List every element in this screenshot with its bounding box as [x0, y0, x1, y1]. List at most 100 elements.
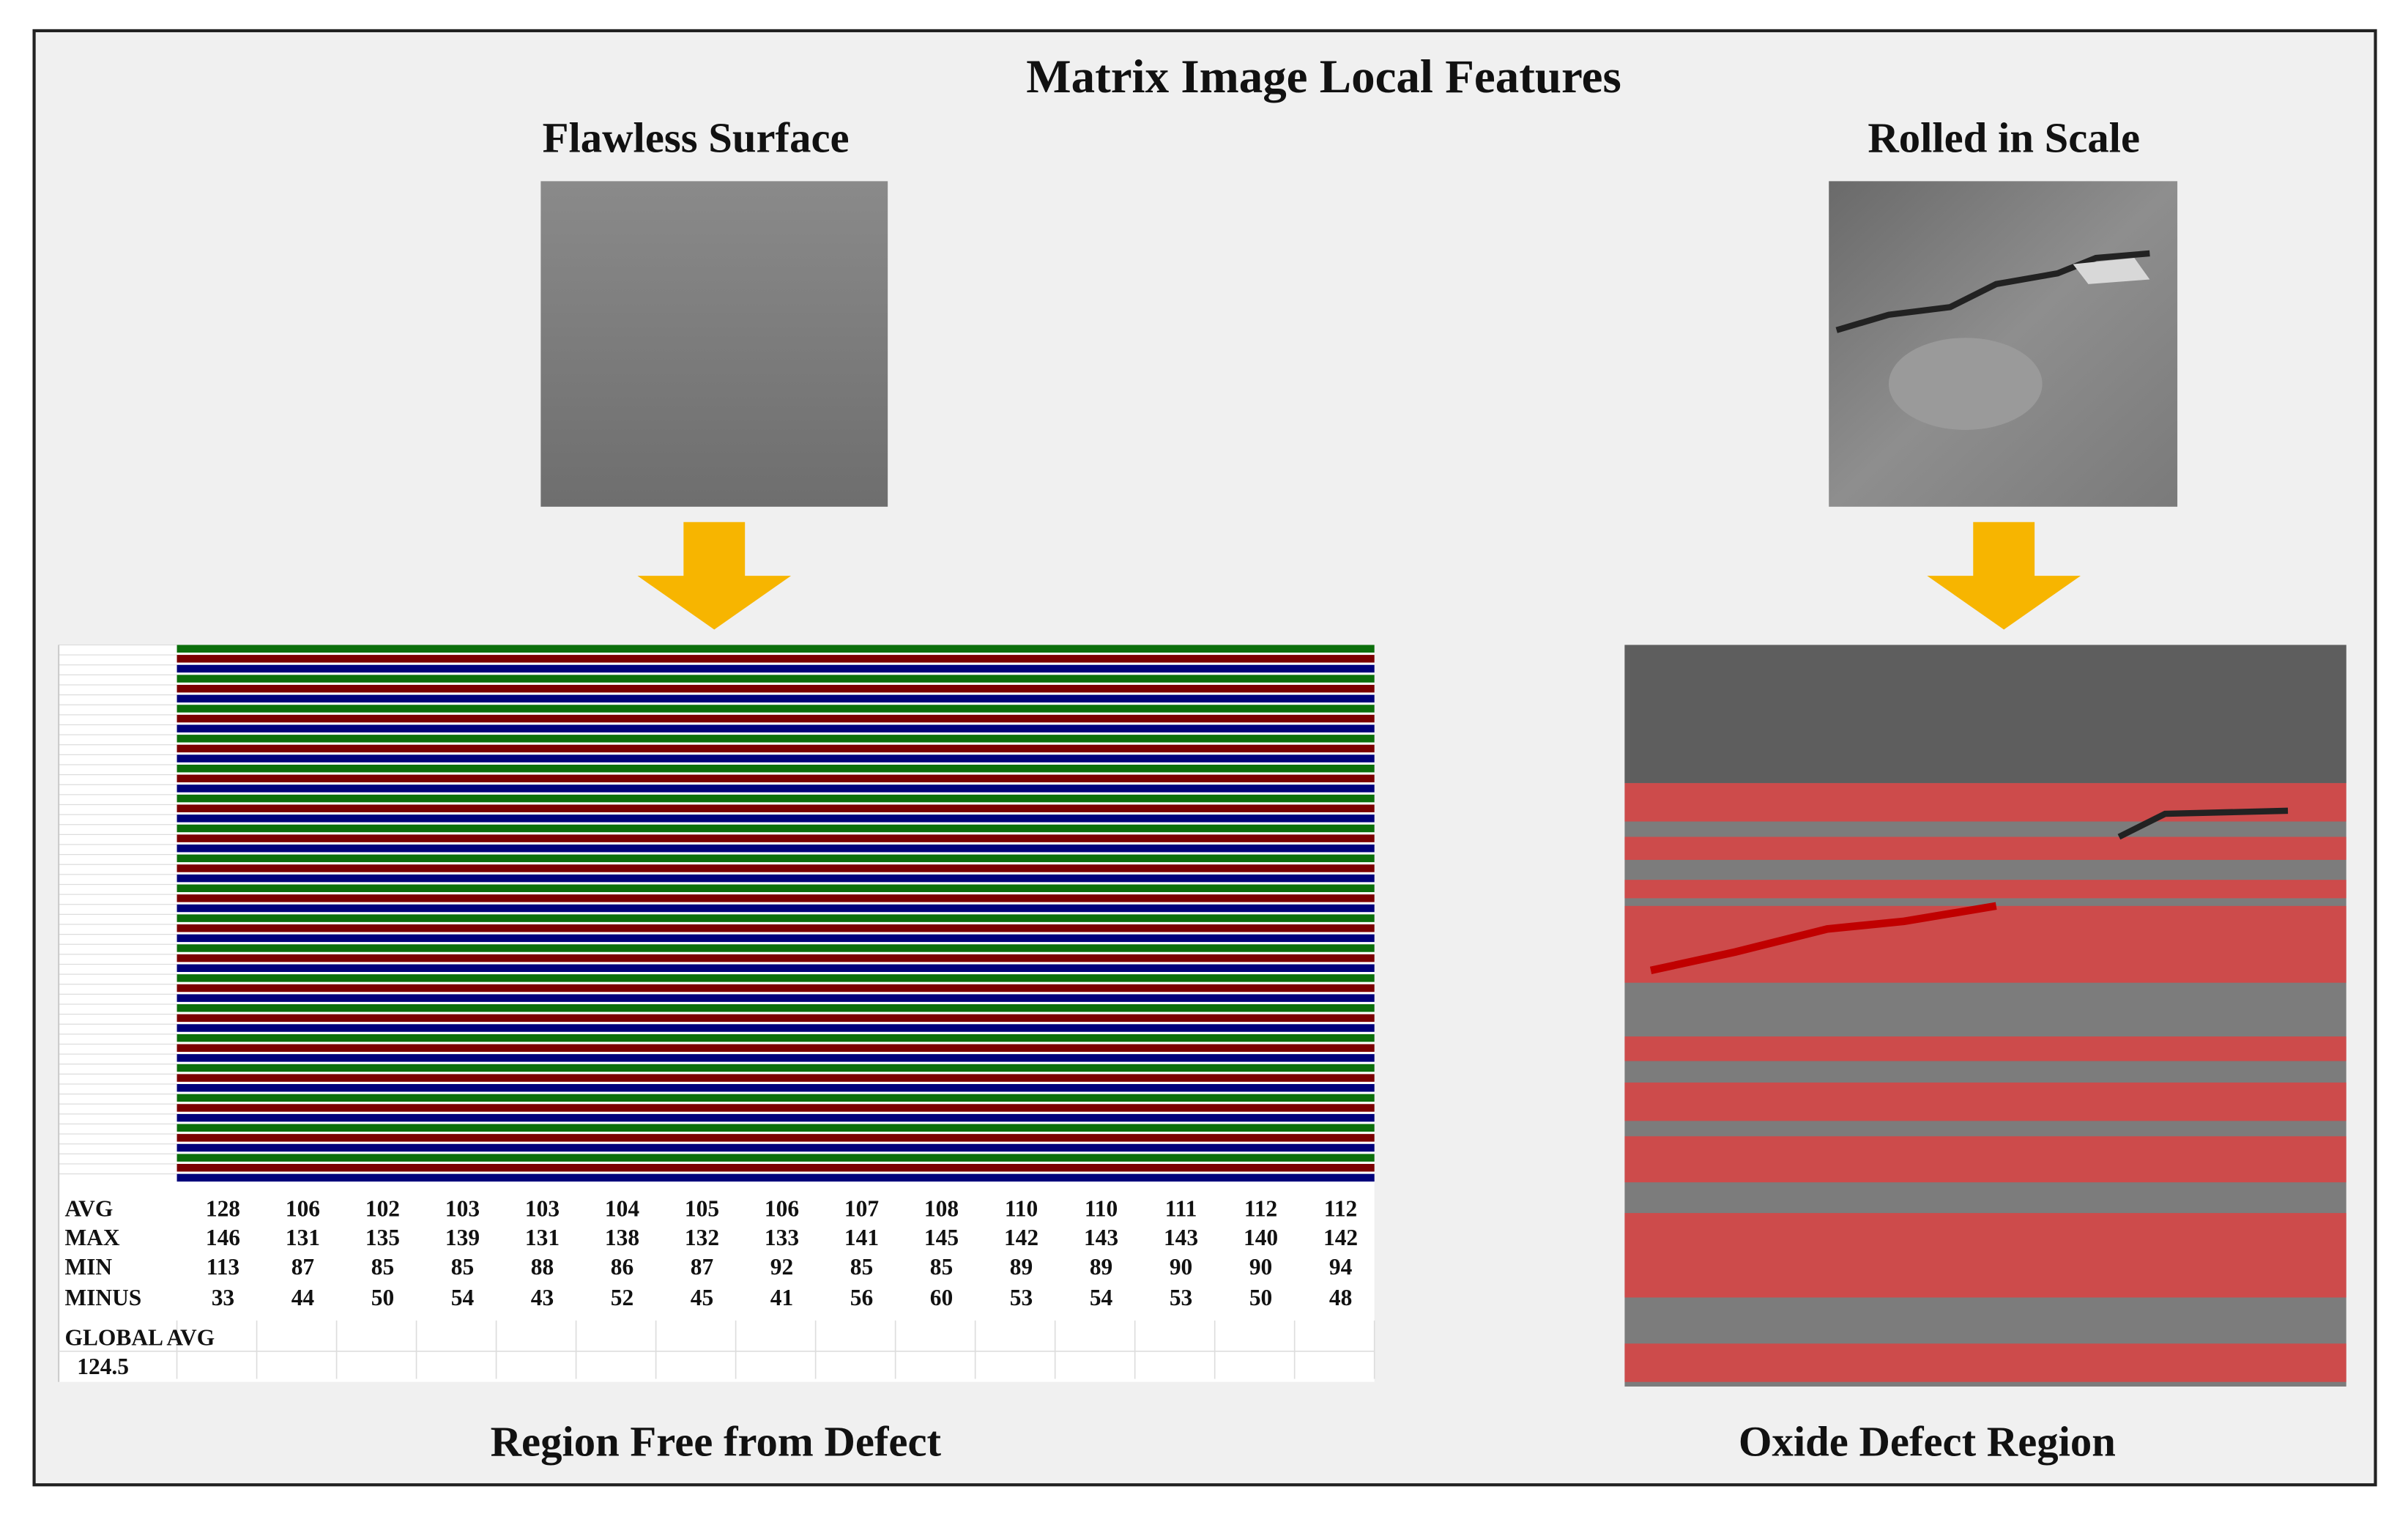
cell: 85: [451, 1254, 474, 1280]
crack: [2117, 807, 2289, 840]
cell: 110: [1005, 1195, 1038, 1221]
panel-caption: Region Free from Defect: [491, 1417, 942, 1465]
stripe: [176, 724, 1375, 732]
cell: 145: [924, 1225, 959, 1250]
stripe: [176, 974, 1375, 982]
stripe: [176, 744, 1375, 753]
cell: 111: [1165, 1195, 1197, 1221]
cell: 146: [206, 1225, 240, 1250]
stripe: [176, 824, 1375, 833]
stripe: [176, 1124, 1375, 1132]
stripe: [176, 735, 1375, 743]
matrix-image: [58, 644, 1375, 1382]
cell: 104: [605, 1195, 639, 1221]
red-band: [1624, 783, 2346, 822]
stripe: [176, 1154, 1375, 1162]
cell: 112: [1324, 1195, 1357, 1221]
cell: 112: [1244, 1195, 1277, 1221]
scale-flake: [2073, 258, 2150, 284]
cell: 131: [286, 1225, 320, 1250]
stats-table: AVG 128 106 102 103 103 104 105 106 107 108 110 110 1…: [59, 1195, 1375, 1379]
row-label: MINUS: [65, 1285, 142, 1310]
red-band: [1624, 836, 2346, 860]
cell: 85: [850, 1254, 873, 1280]
stripe: [176, 694, 1375, 703]
stripe: [176, 814, 1375, 823]
cell: 106: [765, 1195, 799, 1221]
cell: 140: [1244, 1225, 1278, 1250]
stripe: [176, 1094, 1375, 1102]
stripe: [176, 834, 1375, 842]
cell: 56: [850, 1285, 873, 1310]
stripe: [176, 684, 1375, 693]
panel-label: Rolled in Scale: [1868, 114, 2140, 162]
stripe: [176, 804, 1375, 812]
cell: 43: [531, 1285, 554, 1310]
scale-patch: [1888, 338, 2043, 430]
cell: 107: [844, 1195, 879, 1221]
cell: 103: [445, 1195, 480, 1221]
global-label: GLOBAL AVG: [65, 1324, 215, 1350]
stripe: [176, 754, 1375, 762]
red-band: [1624, 880, 2346, 899]
cell: 53: [1010, 1285, 1033, 1310]
stripe: [176, 664, 1375, 673]
red-band: [1624, 1213, 2346, 1298]
stripe: [176, 1104, 1375, 1112]
stripe: [176, 944, 1375, 952]
stripe: [176, 1044, 1375, 1052]
cell: 128: [206, 1195, 240, 1221]
stripe: [176, 774, 1375, 783]
cell: 90: [1170, 1254, 1192, 1280]
stripe: [176, 964, 1375, 972]
arrow: [1927, 522, 2081, 630]
stripe: [176, 864, 1375, 872]
red-band: [1624, 1082, 2346, 1121]
cell: 52: [611, 1285, 633, 1310]
stripe: [176, 844, 1375, 853]
stripe: [176, 1143, 1375, 1152]
stripe: [176, 1084, 1375, 1092]
stripe: [176, 884, 1375, 892]
stripe: [176, 1134, 1375, 1142]
stripe: [176, 1014, 1375, 1023]
stripe: [176, 1074, 1375, 1082]
stripe: [176, 655, 1375, 663]
cell: 60: [930, 1285, 953, 1310]
stripe: [176, 1054, 1375, 1062]
cell: 53: [1170, 1285, 1192, 1310]
cell: 86: [611, 1254, 633, 1280]
stripe: [176, 924, 1375, 932]
cell: 87: [691, 1254, 713, 1280]
cell: 143: [1164, 1225, 1198, 1250]
stripe: [176, 1034, 1375, 1042]
cell: 90: [1249, 1254, 1272, 1280]
cell: 106: [286, 1195, 320, 1221]
stripe: [176, 984, 1375, 992]
cell: 89: [1090, 1254, 1112, 1280]
panel-caption: Oxide Defect Region: [1739, 1417, 2116, 1465]
row-label: MIN: [65, 1254, 113, 1280]
rolled-image: [1829, 181, 2178, 507]
stripe: [176, 784, 1375, 793]
cell: 50: [371, 1285, 394, 1310]
stripe: [176, 954, 1375, 962]
stripe: [176, 675, 1375, 683]
defect-image: [1624, 645, 2346, 1387]
cell: 45: [691, 1285, 713, 1310]
global-value: 124.5: [77, 1354, 129, 1379]
cell: 105: [685, 1195, 719, 1221]
cell: 94: [1329, 1254, 1353, 1280]
stripe: [176, 1113, 1375, 1122]
cell: 133: [765, 1225, 799, 1250]
stripe: [176, 1064, 1375, 1072]
stripe: [176, 794, 1375, 803]
cell: 108: [924, 1195, 959, 1221]
scale-crack: [1835, 250, 2150, 333]
stripe: [176, 934, 1375, 943]
cell: 103: [525, 1195, 560, 1221]
crack: [1649, 902, 1997, 975]
cell: 143: [1084, 1225, 1118, 1250]
cell: 48: [1329, 1285, 1352, 1310]
figure-title: Matrix Image Local Features: [1026, 51, 1621, 103]
